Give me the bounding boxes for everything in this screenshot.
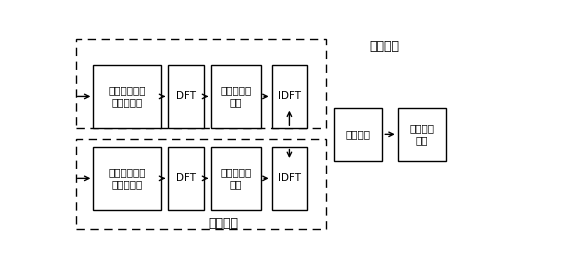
Text: IDFT: IDFT <box>278 92 301 101</box>
Bar <box>75 39 327 128</box>
Bar <box>93 65 161 128</box>
Bar <box>334 108 382 161</box>
Text: IDFT: IDFT <box>278 173 301 183</box>
Text: DFT: DFT <box>176 92 196 101</box>
Text: DFT: DFT <box>176 173 196 183</box>
Text: 参考通道: 参考通道 <box>208 217 238 230</box>
Text: 平均后求
相位: 平均后求 相位 <box>409 123 434 145</box>
Bar <box>271 147 307 210</box>
Text: 多信号频谱
分离: 多信号频谱 分离 <box>221 86 252 107</box>
Text: 采集的多频率
短时实信号: 采集的多频率 短时实信号 <box>108 168 146 189</box>
Bar <box>75 139 327 228</box>
Bar <box>211 147 261 210</box>
Text: 多信号频谱
分离: 多信号频谱 分离 <box>221 168 252 189</box>
Bar <box>271 65 307 128</box>
Bar <box>168 65 204 128</box>
Text: 采集的多频率
短时实信号: 采集的多频率 短时实信号 <box>108 86 146 107</box>
Text: 测相通道: 测相通道 <box>369 40 400 53</box>
Bar <box>397 108 446 161</box>
Bar <box>168 147 204 210</box>
Text: 共轭相乘: 共轭相乘 <box>346 129 371 139</box>
Bar <box>211 65 261 128</box>
Bar <box>93 147 161 210</box>
